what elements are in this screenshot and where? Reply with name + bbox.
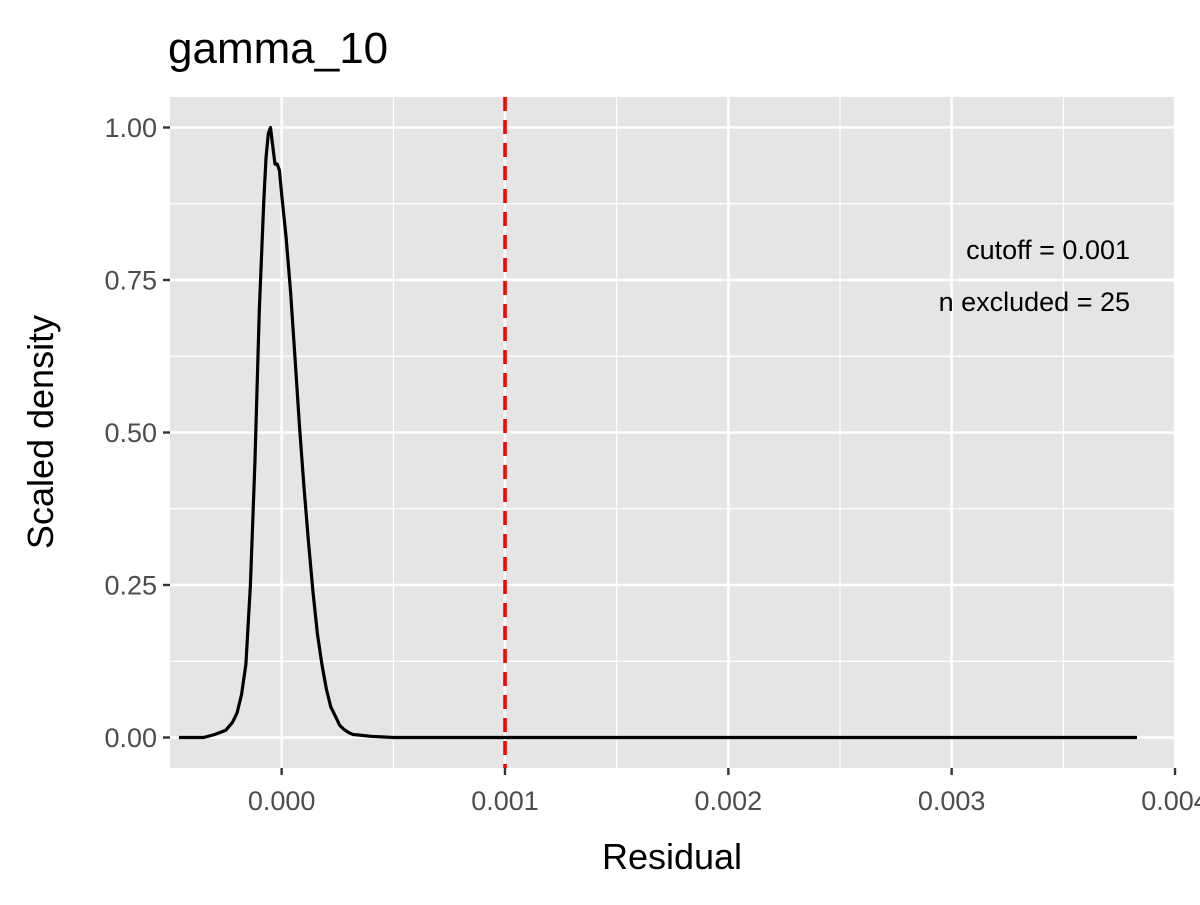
y-tick-label: 0.00 xyxy=(104,723,157,753)
x-axis-title: Residual xyxy=(602,836,742,877)
y-axis-title: Scaled density xyxy=(20,315,61,549)
x-tick-label: 0.001 xyxy=(471,786,539,816)
chart-title: gamma_10 xyxy=(168,24,388,73)
annotation-n-excluded: n excluded = 25 xyxy=(939,287,1130,317)
y-tick-label: 1.00 xyxy=(104,113,157,143)
y-axis: 0.00 0.25 0.50 0.75 1.00 xyxy=(104,113,170,753)
annotation-cutoff: cutoff = 0.001 xyxy=(966,235,1130,265)
x-tick-label: 0.004 xyxy=(1141,786,1200,816)
x-tick-label: 0.002 xyxy=(695,786,763,816)
x-tick-label: 0.000 xyxy=(248,786,316,816)
y-tick-label: 0.75 xyxy=(104,266,157,296)
x-axis: 0.000 0.001 0.002 0.003 0.004 xyxy=(248,768,1200,816)
density-curve xyxy=(178,125,1137,740)
y-tick-label: 0.50 xyxy=(104,418,157,448)
y-tick-label: 0.25 xyxy=(104,571,157,601)
x-tick-label: 0.003 xyxy=(918,786,986,816)
series-layer xyxy=(178,125,1137,740)
